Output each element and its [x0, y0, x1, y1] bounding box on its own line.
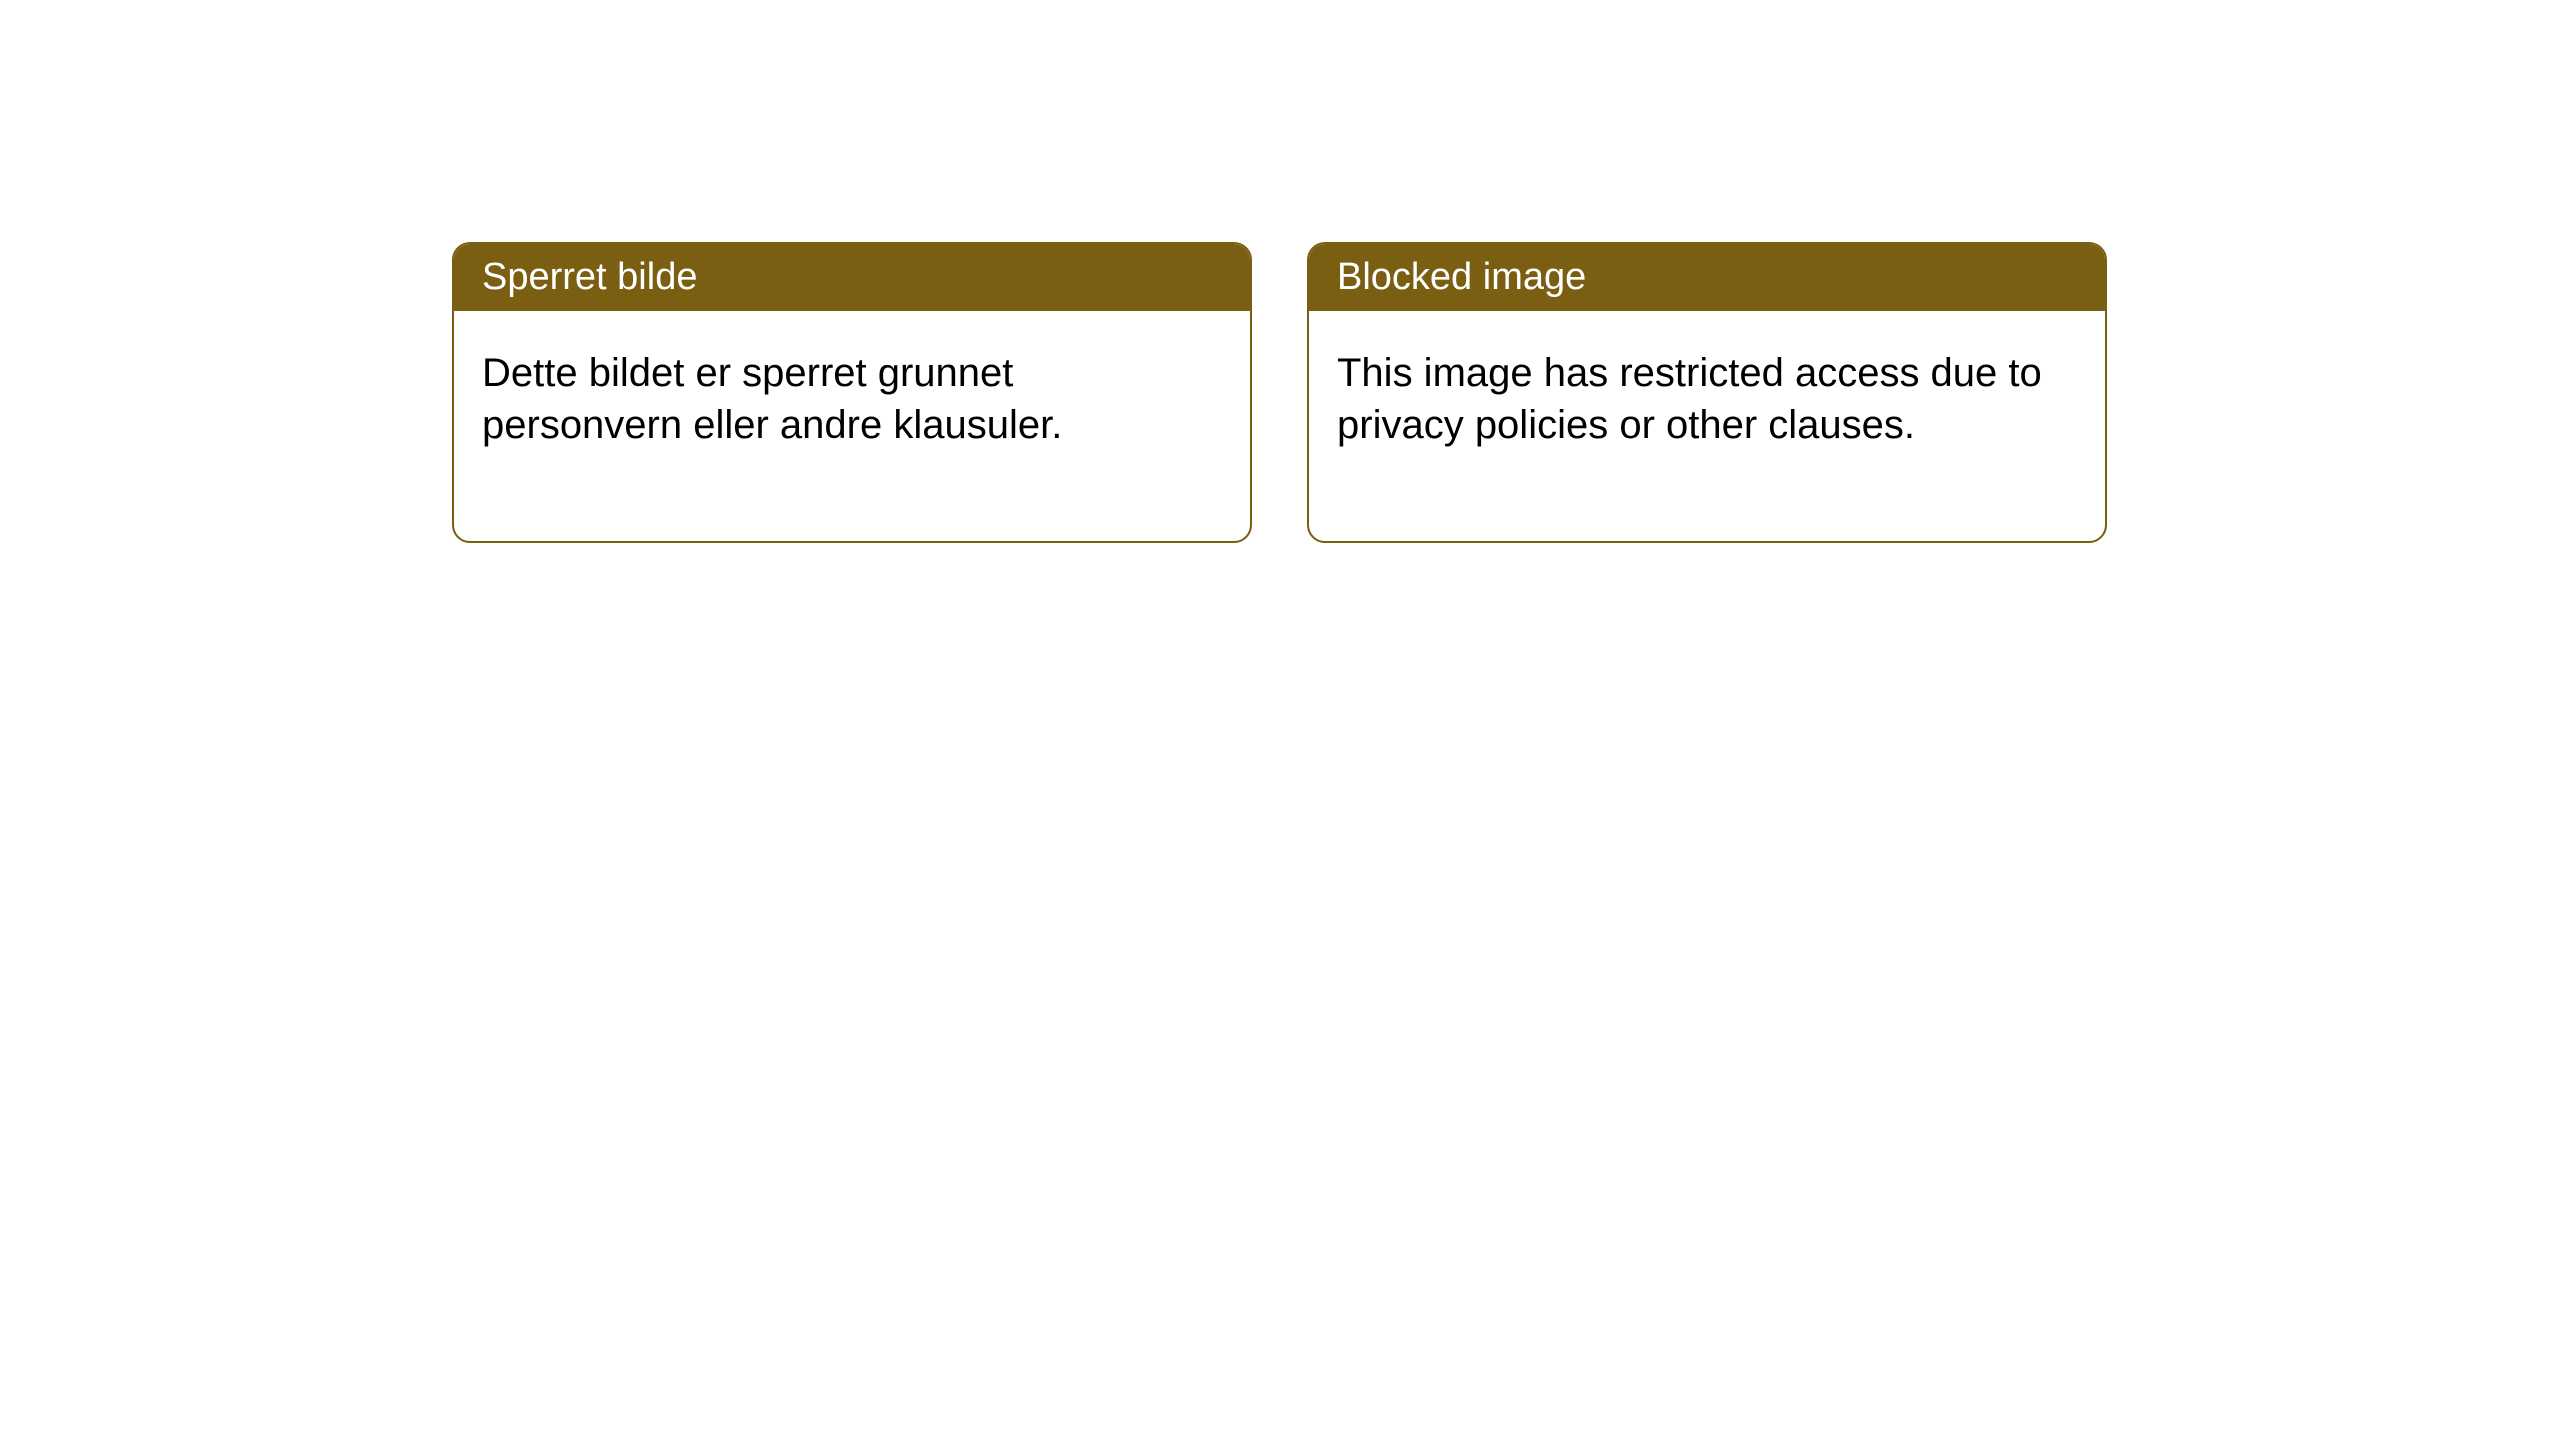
card-body: Dette bildet er sperret grunnet personve…	[454, 311, 1250, 541]
card-title: Sperret bilde	[454, 244, 1250, 311]
card-title-text: Sperret bilde	[482, 256, 697, 298]
blocked-image-card-norwegian: Sperret bilde Dette bildet er sperret gr…	[452, 242, 1252, 543]
card-body-text: Dette bildet er sperret grunnet personve…	[482, 351, 1062, 447]
card-body-text: This image has restricted access due to …	[1337, 351, 2042, 447]
card-body: This image has restricted access due to …	[1309, 311, 2105, 541]
card-title-text: Blocked image	[1337, 256, 1586, 298]
blocked-image-card-english: Blocked image This image has restricted …	[1307, 242, 2107, 543]
card-title: Blocked image	[1309, 244, 2105, 311]
cards-container: Sperret bilde Dette bildet er sperret gr…	[0, 0, 2560, 543]
